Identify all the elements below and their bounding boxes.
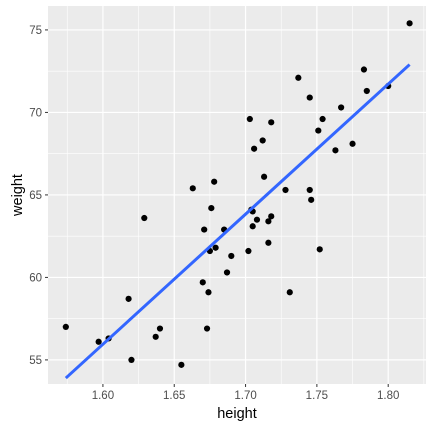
y-axis-ticks: 55 60 65 70 75 — [29, 25, 48, 367]
data-point — [349, 140, 356, 147]
x-tick-label: 1.80 — [377, 390, 399, 402]
x-tick-label: 1.65 — [163, 390, 185, 402]
data-point — [125, 295, 132, 302]
data-point — [265, 218, 272, 225]
data-point — [265, 239, 272, 246]
data-point — [228, 252, 235, 260]
data-point — [201, 226, 208, 233]
grid-major — [48, 6, 426, 384]
data-point — [360, 66, 368, 73]
data-point — [203, 325, 211, 332]
data-point — [259, 137, 266, 144]
data-point — [315, 127, 322, 134]
data-point — [95, 338, 102, 345]
y-axis-title: weight — [10, 174, 26, 217]
data-point — [189, 185, 196, 192]
data-point — [406, 20, 413, 27]
y-tick-label: 75 — [29, 25, 42, 37]
data-point — [316, 246, 323, 253]
data-point — [245, 247, 252, 255]
data-point — [212, 244, 219, 251]
x-axis-title: height — [217, 406, 257, 422]
data-point — [205, 289, 212, 296]
data-point — [178, 361, 185, 368]
data-point — [141, 214, 148, 222]
data-point — [332, 147, 339, 154]
data-point — [199, 279, 206, 286]
data-point — [253, 216, 261, 223]
data-point — [319, 115, 326, 123]
x-axis-ticks: 1.60 1.65 1.70 1.75 1.80 — [92, 384, 399, 402]
data-point — [249, 223, 256, 230]
y-tick-label: 55 — [29, 355, 42, 367]
x-tick-label: 1.60 — [92, 390, 114, 402]
y-tick-label: 70 — [29, 107, 42, 119]
data-point — [156, 325, 164, 332]
x-tick-label: 1.70 — [234, 390, 256, 402]
y-tick-label: 60 — [29, 272, 42, 284]
x-tick-label: 1.75 — [306, 390, 328, 402]
y-tick-label: 65 — [29, 190, 42, 202]
data-point — [251, 145, 258, 152]
data-point — [62, 323, 69, 331]
data-point — [282, 186, 289, 194]
data-point — [261, 173, 268, 180]
data-point — [308, 196, 315, 203]
data-point — [295, 74, 302, 81]
data-point — [128, 356, 135, 364]
regression-line — [64, 63, 411, 380]
data-point — [246, 115, 253, 123]
data-point — [152, 333, 159, 340]
data-point — [363, 87, 370, 95]
data-point — [306, 186, 313, 194]
data-point — [223, 269, 231, 276]
data-point — [211, 178, 218, 185]
data-point — [268, 213, 275, 220]
data-point — [286, 289, 293, 296]
data-point — [268, 119, 275, 126]
data-point — [338, 104, 345, 111]
data-point — [306, 94, 313, 101]
data-point — [208, 205, 215, 212]
